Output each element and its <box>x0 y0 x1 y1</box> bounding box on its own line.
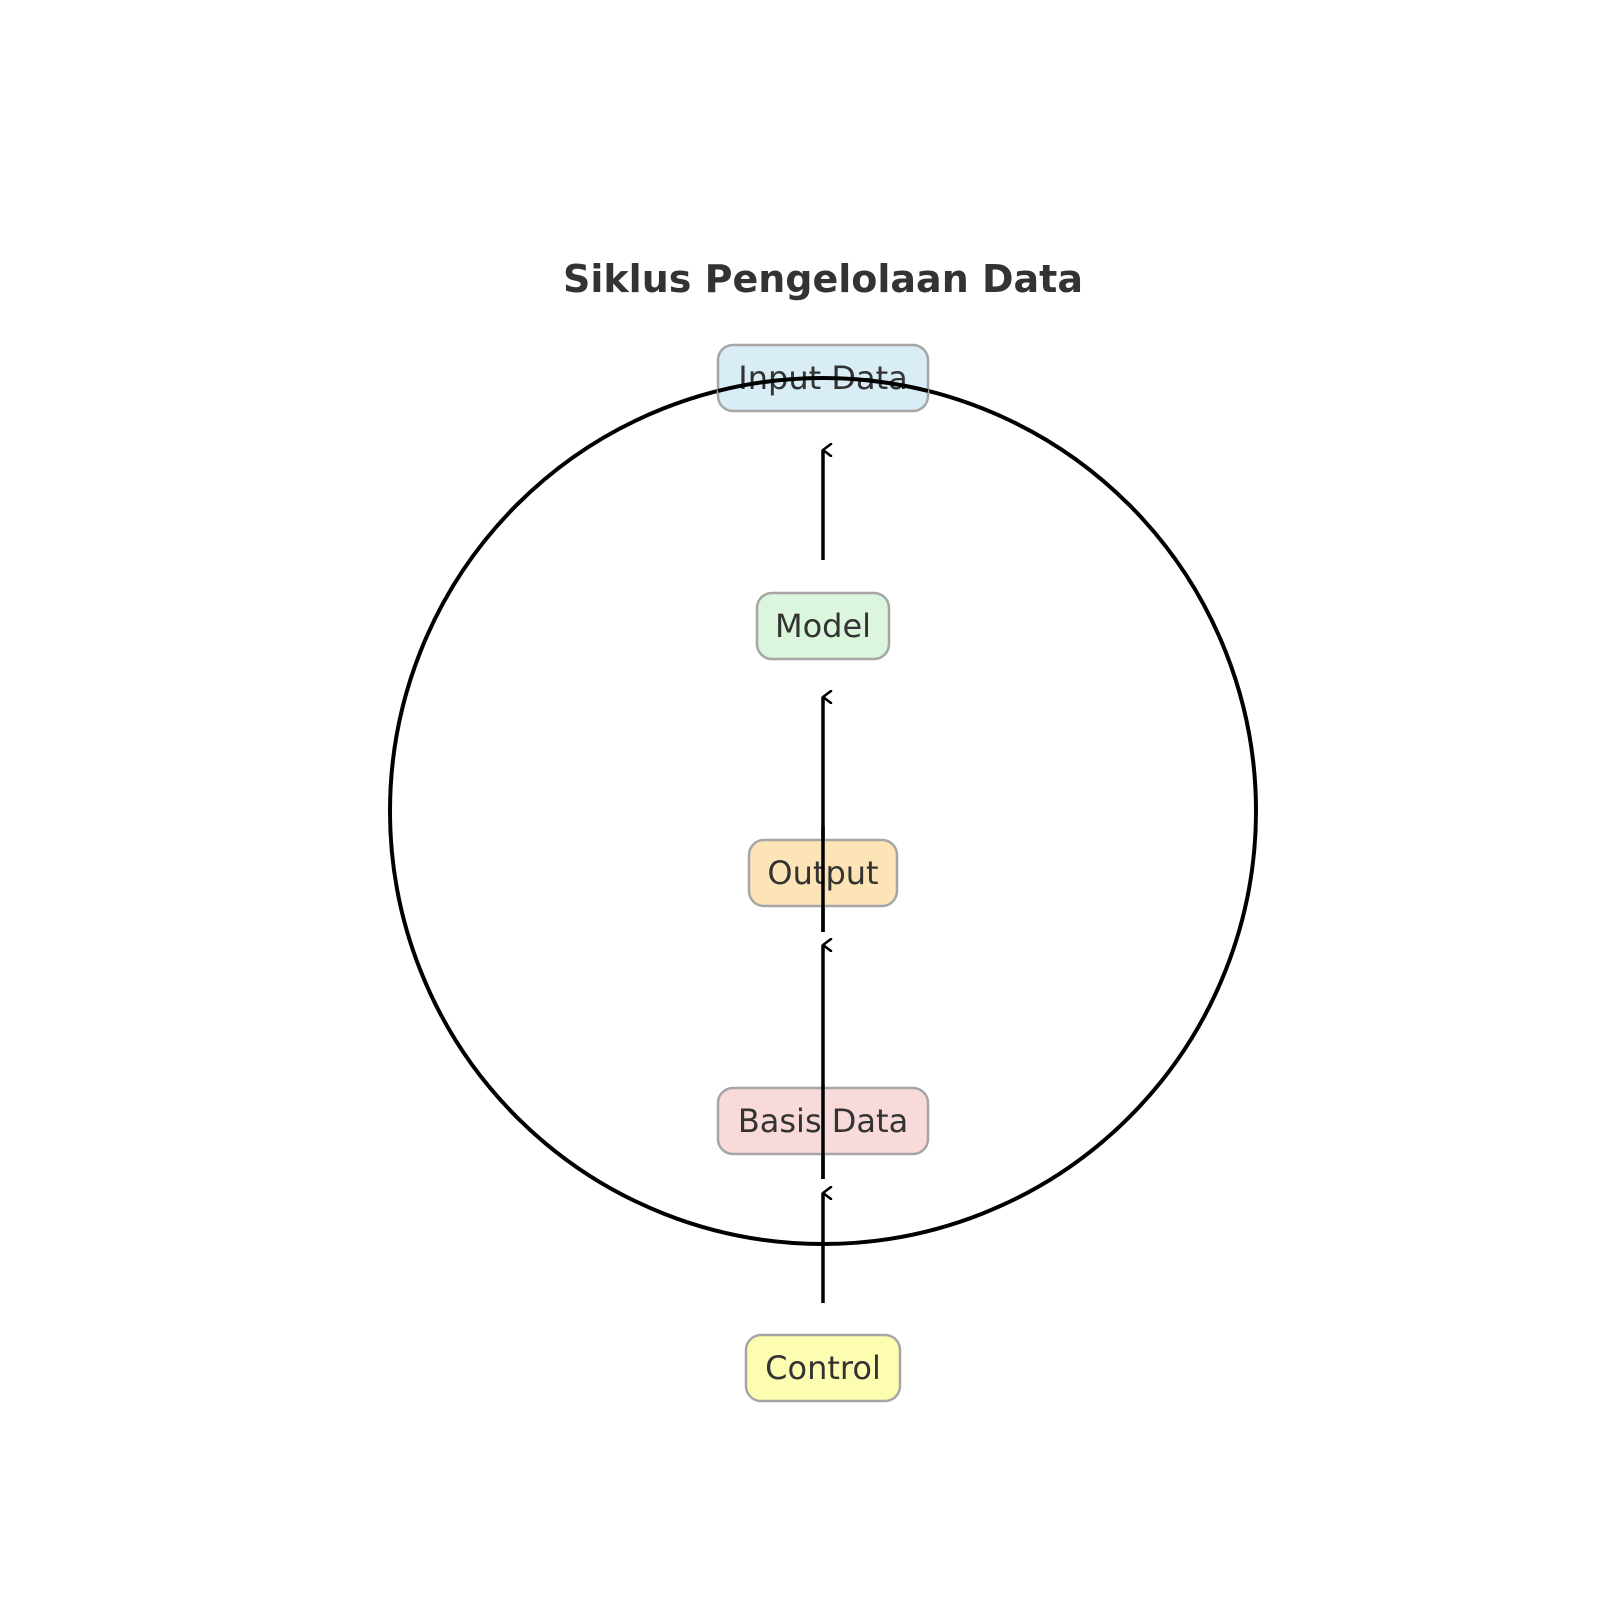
node-control: Control <box>744 1333 902 1403</box>
node-box-control <box>744 1333 902 1403</box>
diagram-title: Siklus Pengelolaan Data <box>563 257 1083 301</box>
node-box-model <box>755 591 891 661</box>
node-model: Model <box>755 591 891 661</box>
node-label-control: Control <box>765 1349 881 1387</box>
node-label-model: Model <box>775 607 871 645</box>
cycle-circle-top-arc <box>717 376 929 393</box>
